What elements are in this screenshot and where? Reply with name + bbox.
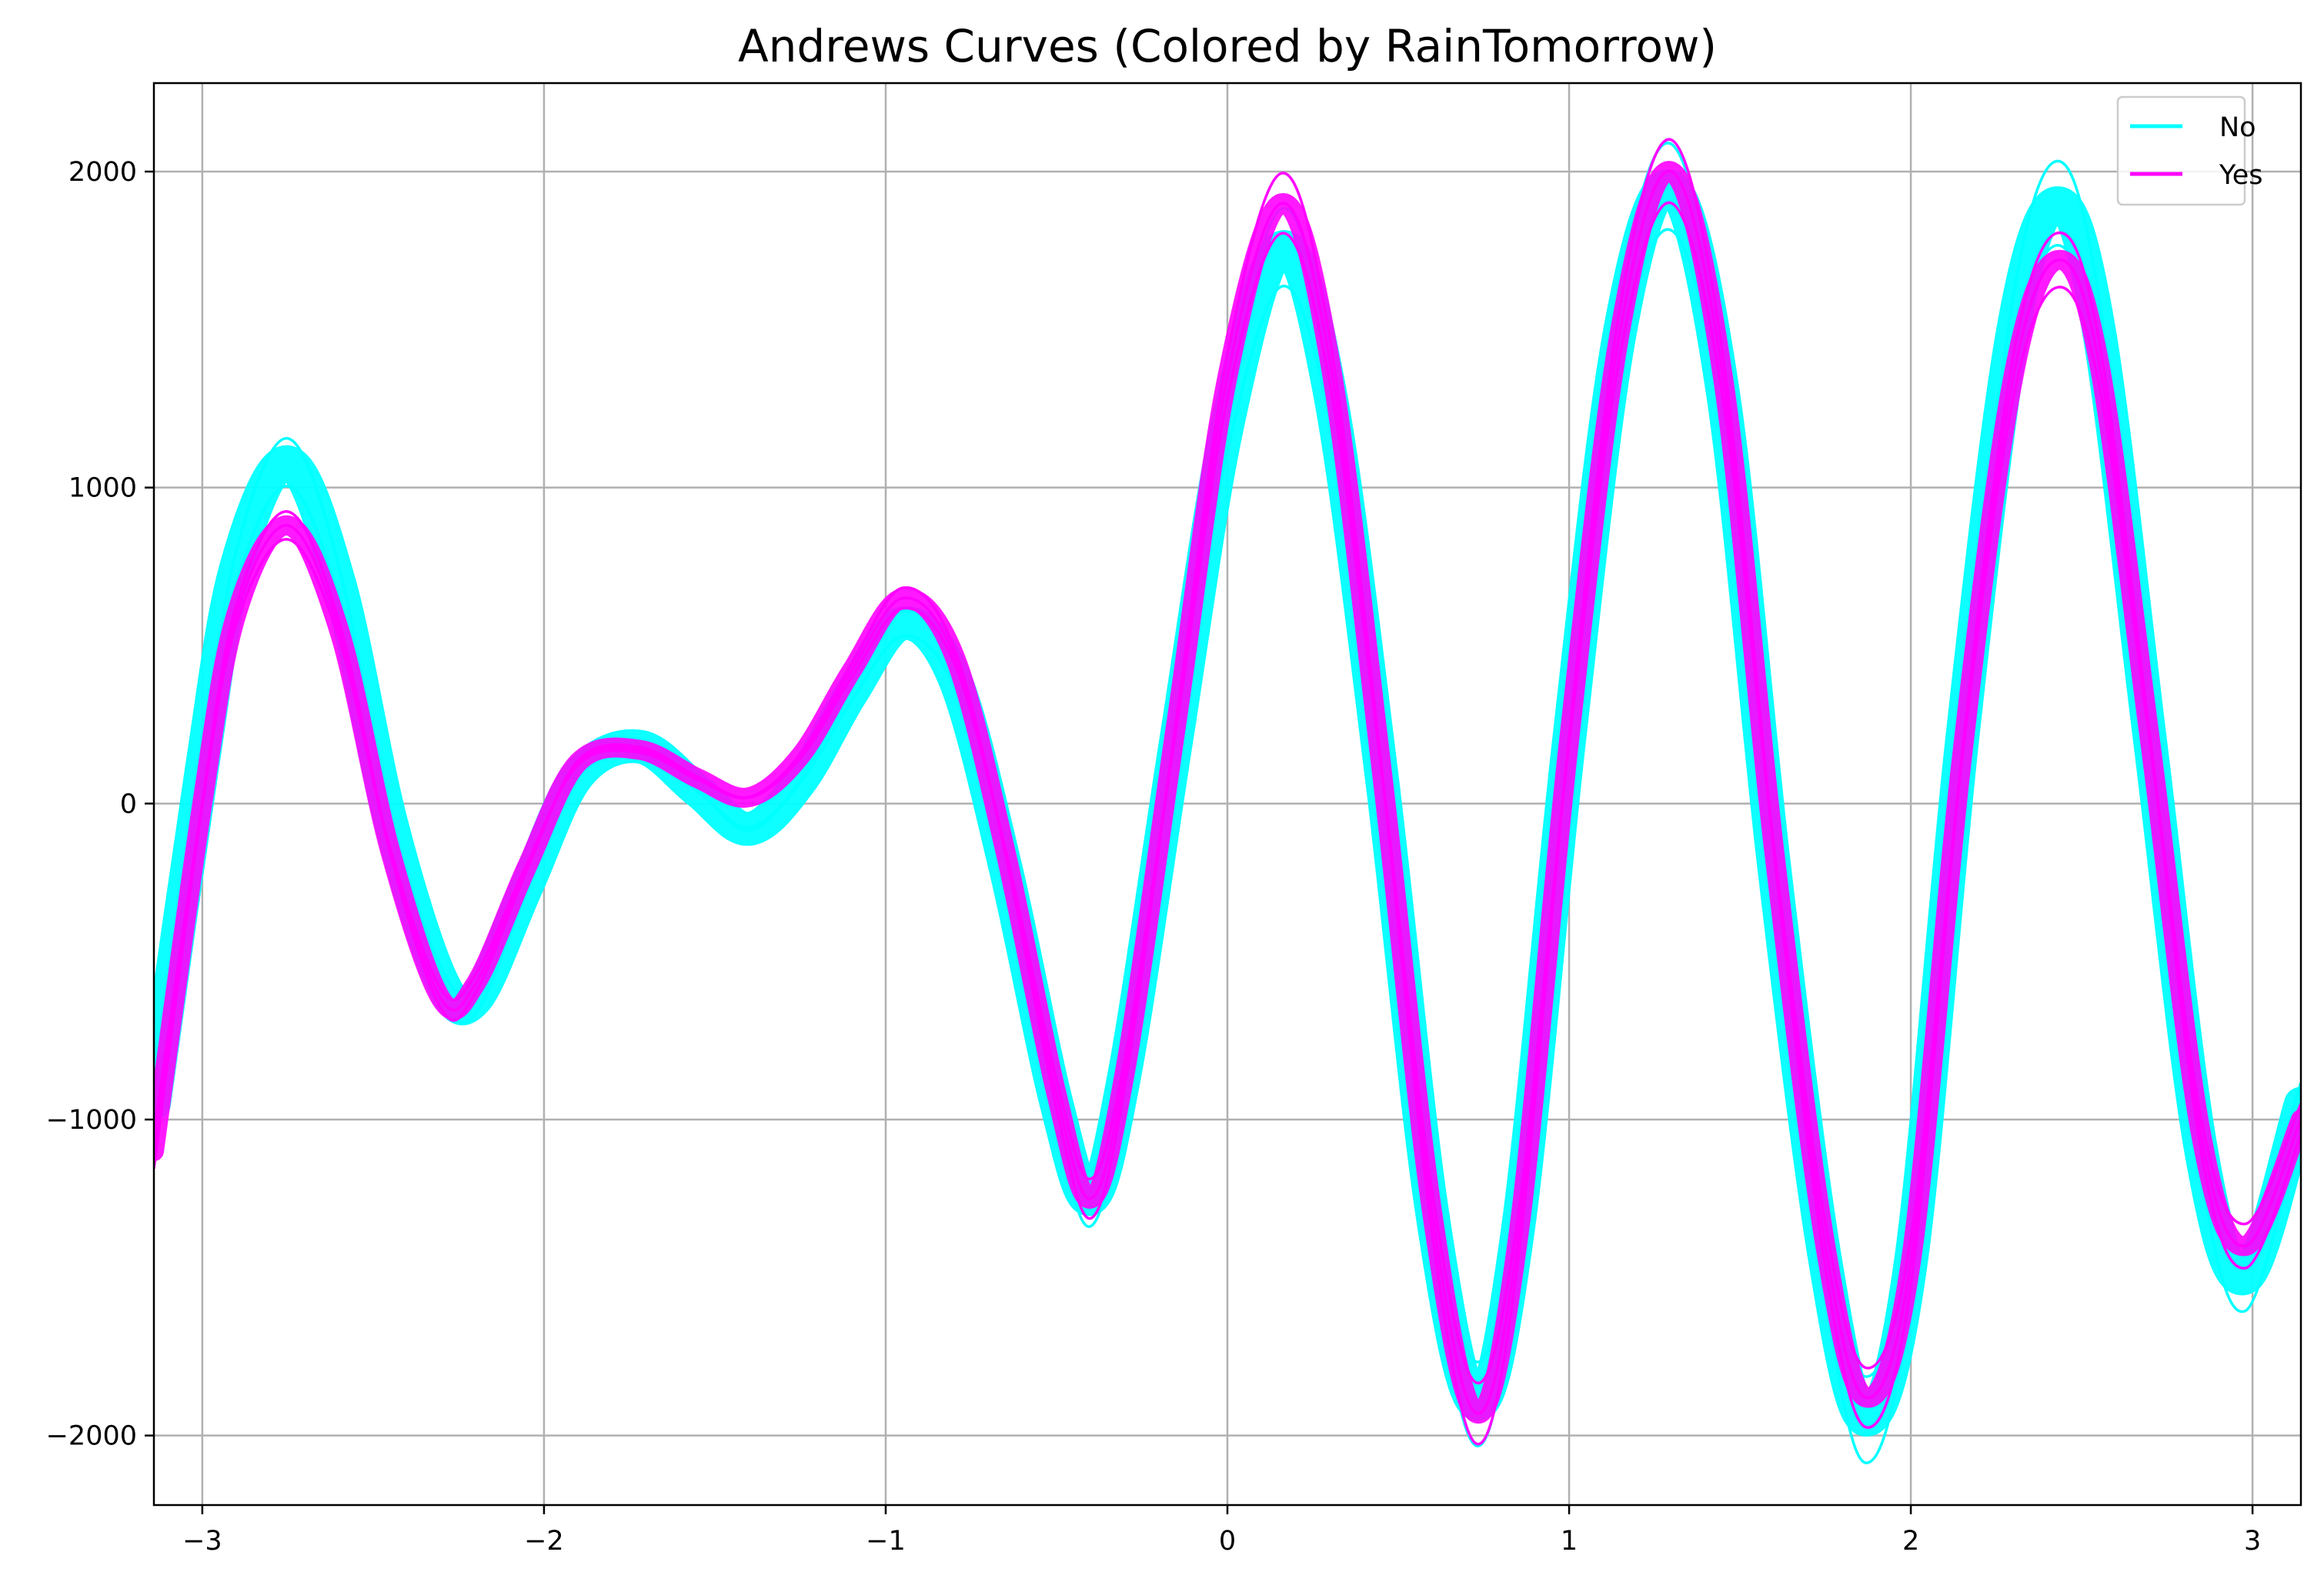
legend-label-yes: Yes — [2219, 160, 2263, 191]
x-axis: −3 −2 −1 0 1 2 3 — [182, 1505, 2261, 1557]
x-tick-label: 2 — [1902, 1526, 1919, 1557]
x-tick-label: −3 — [182, 1526, 222, 1557]
plot-area — [154, 138, 2301, 1464]
y-tick-label: −1000 — [46, 1105, 137, 1136]
x-tick-label: −1 — [866, 1526, 906, 1557]
legend: No Yes — [2116, 95, 2263, 206]
series-line — [154, 138, 2301, 1446]
y-tick-label: 0 — [120, 789, 137, 819]
series-yes — [154, 138, 2301, 1446]
y-tick-label: −2000 — [46, 1421, 137, 1452]
y-axis: −2000 −1000 0 1000 2000 — [46, 157, 154, 1452]
y-tick-label: 1000 — [68, 473, 137, 504]
y-tick-label: 2000 — [68, 157, 137, 188]
chart-title: Andrews Curves (Colored by RainTomorrow) — [738, 20, 1717, 72]
x-tick-label: −2 — [524, 1526, 564, 1557]
legend-frame — [2116, 95, 2246, 206]
x-tick-label: 3 — [2244, 1526, 2261, 1557]
legend-label-no: No — [2219, 112, 2256, 143]
x-tick-label: 1 — [1561, 1526, 1578, 1557]
x-tick-label: 0 — [1219, 1526, 1236, 1557]
